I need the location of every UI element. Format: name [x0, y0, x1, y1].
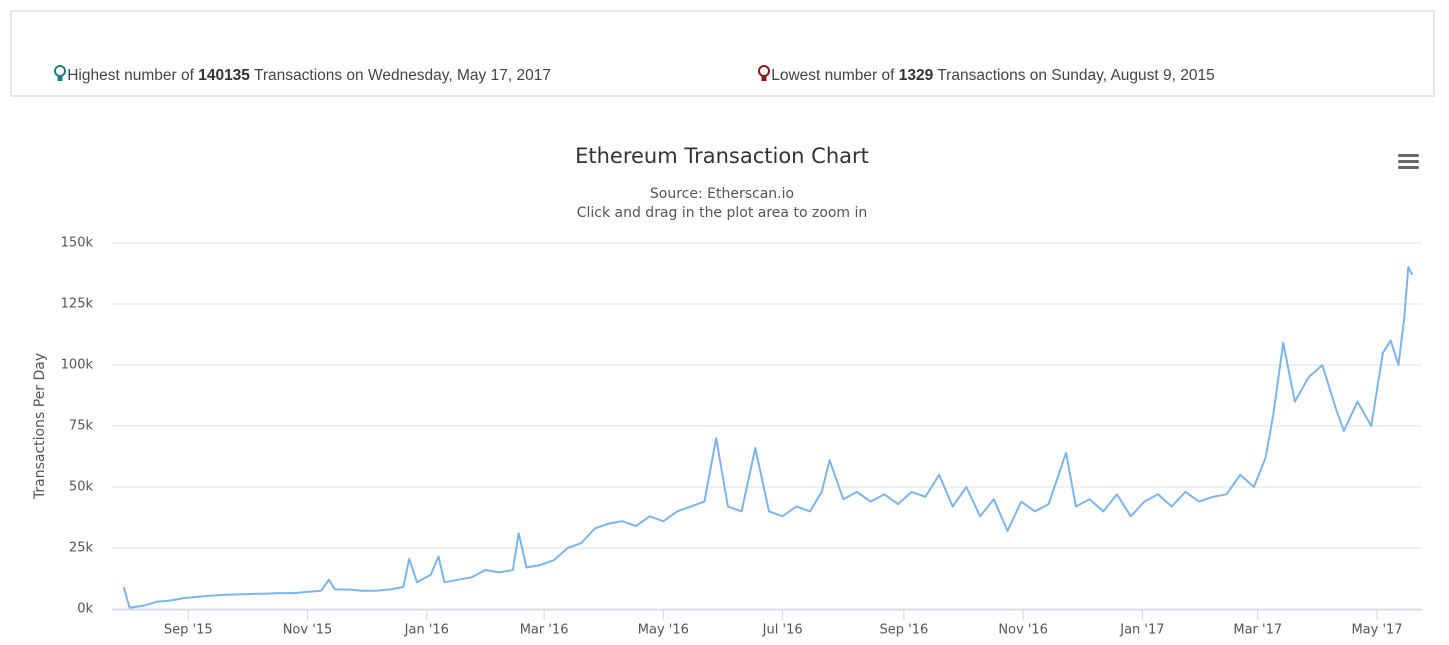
prefix: Highest number of: [67, 67, 194, 84]
menu-button[interactable]: [1396, 152, 1420, 172]
x-tick-label: Jul '16: [762, 623, 803, 638]
suffix: Transactions on Sunday, August 9, 2015: [937, 67, 1215, 84]
highest-stat: Highest number of 140135 Transactions on…: [36, 47, 551, 103]
lowest-stat: Lowest number of 1329 Transactions on Su…: [740, 47, 1215, 103]
x-tick-label: Mar '17: [1233, 623, 1282, 638]
chart-subtitle: Click and drag in the plot area to zoom …: [577, 205, 868, 221]
y-tick-label: 125k: [61, 297, 94, 312]
chart-title: Ethereum Transaction Chart: [575, 144, 869, 168]
x-tick-label: Nov '16: [998, 623, 1048, 638]
y-tick-label: 25k: [69, 541, 94, 556]
x-tick-label: Nov '15: [283, 623, 333, 638]
x-tick-label: Jan '16: [404, 623, 449, 638]
y-tick-label: 75k: [69, 419, 94, 434]
chart-subtitle: Source: Etherscan.io: [650, 186, 794, 202]
y-tick-label: 50k: [69, 480, 94, 495]
stats-box: Highest number of 140135 Transactions on…: [10, 10, 1435, 97]
y-tick-label: 0k: [77, 602, 93, 617]
y-axis-label: Transactions Per Day: [32, 353, 48, 500]
value: 140135: [198, 67, 250, 84]
bulb-icon: [758, 65, 771, 81]
bulb-icon: [54, 65, 67, 81]
data-line: [122, 266, 1414, 609]
y-tick-label: 100k: [61, 358, 94, 373]
y-tick-label: 150k: [61, 236, 94, 251]
x-tick-label: May '17: [1351, 623, 1402, 638]
prefix: Lowest number of: [771, 67, 895, 84]
x-tick-label: May '16: [638, 623, 689, 638]
x-tick-label: Jan '17: [1119, 623, 1164, 638]
x-tick-label: Sep '16: [879, 623, 928, 638]
x-tick-label: Mar '16: [520, 623, 569, 638]
value: 1329: [898, 67, 934, 84]
x-tick-label: Sep '15: [164, 623, 213, 638]
suffix: Transactions on Wednesday, May 17, 2017: [253, 67, 551, 84]
